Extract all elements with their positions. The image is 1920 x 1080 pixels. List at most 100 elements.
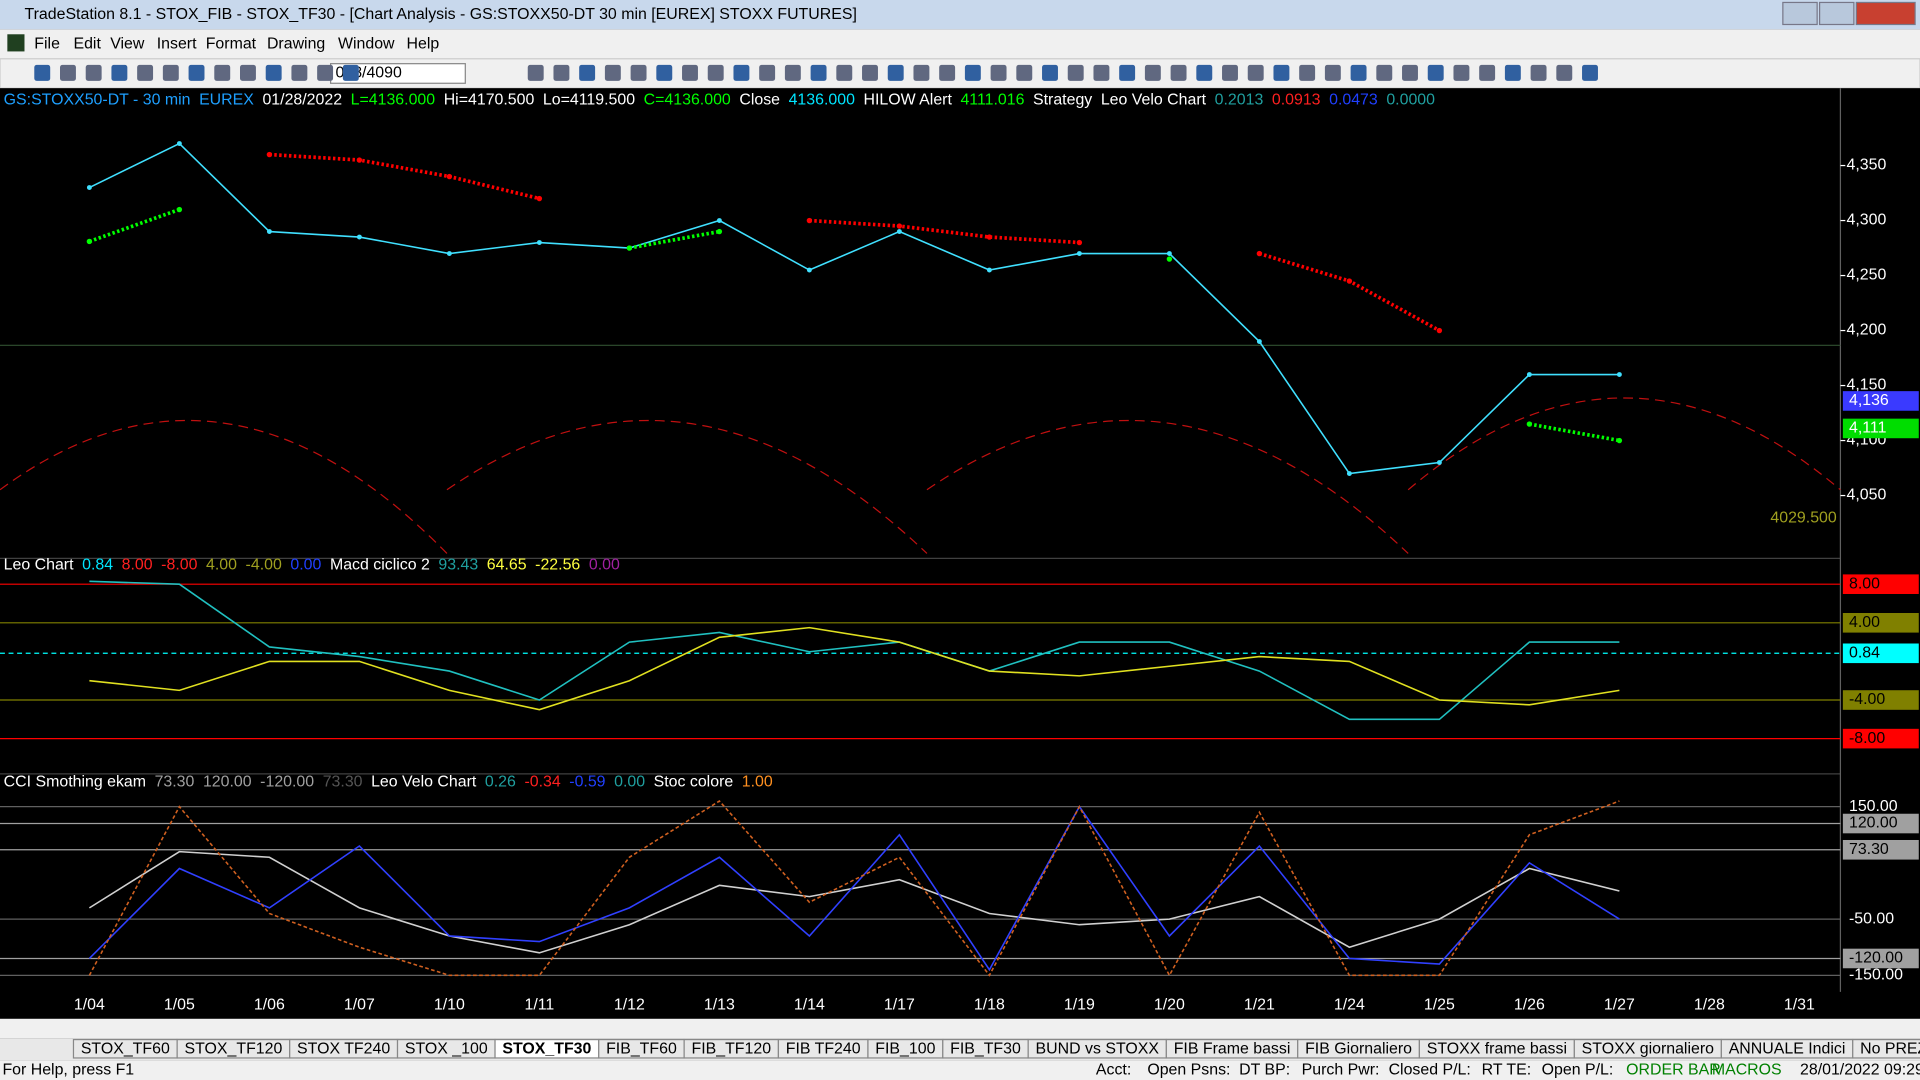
toolbar-icon[interactable]: [265, 64, 282, 81]
toolbar-icon[interactable]: [1222, 64, 1238, 81]
tab-label[interactable]: FIB_TF30: [950, 1041, 1021, 1058]
maximize-button[interactable]: [1818, 1, 1855, 26]
toolbar-icon[interactable]: [1273, 64, 1290, 81]
toolbar-icon[interactable]: [291, 64, 308, 81]
tab-label[interactable]: STOX_TF30: [502, 1041, 591, 1058]
toolbar-icon[interactable]: [1170, 64, 1187, 81]
toolbar-icon[interactable]: [1376, 64, 1393, 81]
tab-label[interactable]: FIB_TF60: [606, 1041, 677, 1058]
toolbar-icon[interactable]: [1119, 64, 1136, 81]
toolbar-icon[interactable]: [1196, 64, 1213, 81]
tab-label[interactable]: FIB TF240: [786, 1041, 861, 1058]
toolbar-icon[interactable]: [939, 64, 956, 81]
tab-label[interactable]: No PREZZI: [1860, 1041, 1920, 1058]
toolbar-icon[interactable]: [1530, 64, 1547, 81]
toolbar-icon[interactable]: [162, 64, 179, 81]
minimize-button[interactable]: [1782, 1, 1818, 26]
toolbar-icon[interactable]: [604, 64, 621, 81]
tab-label[interactable]: FIB_100: [875, 1041, 935, 1058]
scrollbar[interactable]: [0, 1018, 1920, 1039]
tab[interactable]: STOX TF240: [289, 1038, 399, 1059]
tab[interactable]: FIB Frame bassi: [1165, 1038, 1299, 1059]
toolbar-icon[interactable]: [1556, 64, 1573, 81]
toolbar-icon[interactable]: [579, 64, 596, 81]
menu-item[interactable]: View: [110, 35, 145, 52]
toolbar-icon[interactable]: [60, 64, 76, 81]
toolbar-icon[interactable]: [1067, 64, 1084, 81]
toolbar-icon[interactable]: [630, 64, 647, 81]
toolbar-icon[interactable]: [682, 64, 698, 81]
tab-label[interactable]: STOX TF240: [297, 1041, 390, 1058]
tab-label[interactable]: STOX_TF120: [185, 1041, 283, 1058]
toolbar-icon[interactable]: [887, 64, 904, 81]
tab[interactable]: FIB TF240: [777, 1038, 869, 1059]
toolbar-icon[interactable]: [1427, 64, 1444, 81]
tab[interactable]: STOXX frame bassi: [1418, 1038, 1575, 1059]
toolbar-icon[interactable]: [759, 64, 776, 81]
menu-item[interactable]: Format: [206, 35, 257, 52]
toolbar-icon[interactable]: [137, 64, 154, 81]
toolbar-icon[interactable]: [342, 64, 359, 81]
toolbar-icon[interactable]: [1350, 64, 1367, 81]
toolbar-icon[interactable]: [1144, 64, 1161, 81]
toolbar-icon[interactable]: [810, 64, 827, 81]
tab[interactable]: No PREZZI: [1852, 1038, 1920, 1059]
tab-label[interactable]: STOXX frame bassi: [1427, 1041, 1567, 1058]
toolbar-icon[interactable]: [188, 64, 205, 81]
toolbar-icon[interactable]: [1042, 64, 1058, 81]
toolbar-icon[interactable]: [862, 64, 878, 81]
toolbar-icon[interactable]: [1093, 64, 1110, 81]
tab-label[interactable]: STOXX giornaliero: [1582, 1041, 1714, 1058]
tab-label[interactable]: STOX_TF60: [81, 1041, 170, 1058]
tab[interactable]: FIB_TF60: [598, 1038, 685, 1059]
toolbar-icon[interactable]: [784, 64, 801, 81]
menu-item[interactable]: Help: [407, 35, 440, 52]
toolbar-icon[interactable]: [111, 64, 128, 81]
toolbar-icon[interactable]: [317, 64, 334, 81]
tab-label[interactable]: FIB_TF120: [691, 1041, 771, 1058]
tab-shape[interactable]: [1852, 1038, 1920, 1059]
toolbar-icon[interactable]: [1453, 64, 1470, 81]
tab-label[interactable]: ANNUALE Indici: [1729, 1041, 1846, 1058]
toolbar-icon[interactable]: [1402, 64, 1418, 81]
toolbar-icon[interactable]: [34, 64, 51, 81]
tab[interactable]: FIB_TF120: [683, 1038, 780, 1059]
menu-item[interactable]: File: [34, 35, 60, 52]
tab[interactable]: STOX_TF60: [72, 1038, 178, 1059]
tab[interactable]: FIB_100: [867, 1038, 944, 1059]
menu-item[interactable]: Drawing: [267, 35, 325, 52]
toolbar-icon[interactable]: [1299, 64, 1316, 81]
tab[interactable]: STOX_TF30: [494, 1038, 600, 1059]
toolbar-icon[interactable]: [990, 64, 1007, 81]
toolbar-icon[interactable]: [1247, 64, 1264, 81]
toolbar-icon[interactable]: [214, 64, 231, 81]
tab[interactable]: STOX_TF120: [176, 1038, 291, 1059]
toolbar-icon[interactable]: [733, 64, 750, 81]
toolbar-icon[interactable]: [85, 64, 102, 81]
close-button[interactable]: [1855, 1, 1916, 26]
tab-label[interactable]: STOX _100: [405, 1041, 488, 1058]
tab[interactable]: STOXX giornaliero: [1573, 1038, 1722, 1059]
tab[interactable]: BUND vs STOXX: [1027, 1038, 1167, 1059]
tab-label[interactable]: FIB Giornaliero: [1305, 1041, 1412, 1058]
tab[interactable]: FIB_TF30: [942, 1038, 1029, 1059]
toolbar-icon[interactable]: [1479, 64, 1496, 81]
toolbar-icon[interactable]: [913, 64, 930, 81]
toolbar-icon[interactable]: [553, 64, 570, 81]
toolbar-icon[interactable]: [527, 64, 544, 81]
toolbar-icon[interactable]: [240, 64, 256, 81]
menu-item[interactable]: Edit: [73, 35, 101, 52]
toolbar-icon[interactable]: [964, 64, 981, 81]
tab[interactable]: FIB Giornaliero: [1297, 1038, 1420, 1059]
menu-item[interactable]: Window: [338, 35, 395, 52]
tab-label[interactable]: BUND vs STOXX: [1036, 1041, 1160, 1058]
toolbar-icon[interactable]: [1324, 64, 1341, 81]
toolbar-icon[interactable]: [656, 64, 673, 81]
toolbar-icon[interactable]: [836, 64, 853, 81]
toolbar-icon[interactable]: [707, 64, 724, 81]
toolbar-icon[interactable]: [1582, 64, 1598, 81]
tab[interactable]: STOX _100: [396, 1038, 496, 1059]
menu-item[interactable]: Insert: [157, 35, 197, 52]
tab-label[interactable]: FIB Frame bassi: [1174, 1041, 1291, 1058]
toolbar-icon[interactable]: [1504, 64, 1521, 81]
